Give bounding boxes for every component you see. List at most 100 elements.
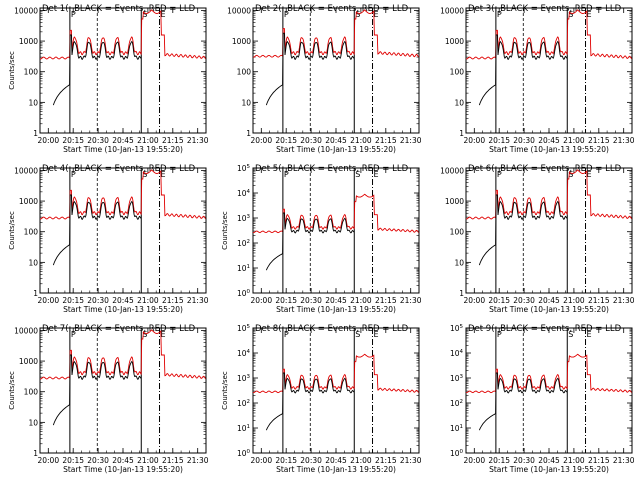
y-tick-label: 10000 (227, 6, 251, 15)
series-lld-line (40, 9, 206, 60)
x-tick-label: 21:30 (613, 296, 635, 305)
marker-label-s: S (142, 170, 147, 179)
x-tick-label: 21:15 (162, 136, 184, 145)
series-events-line (478, 194, 568, 266)
y-tick-label: 103 (450, 374, 464, 383)
x-tick-label: 20:00 (37, 296, 59, 305)
marker-label-p: P (71, 330, 76, 339)
y-tick-label: 1000 (445, 197, 464, 206)
plot-frame (39, 7, 207, 134)
x-tick-label: 21:00 (137, 456, 159, 465)
y-tick-label: 10000 (14, 6, 38, 15)
x-tick-label: 20:00 (463, 456, 485, 465)
x-tick-label: 20:30 (513, 456, 535, 465)
x-axis-label: Start Time (10-Jan-13 19:55:20) (63, 145, 183, 154)
y-tick-label: 100 (237, 449, 251, 458)
panel-title: Det 9(: BLACK = Events, RED = LLD (468, 324, 622, 334)
y-tick-label: 10 (28, 98, 38, 107)
y-tick-label: 10000 (440, 166, 464, 175)
x-axis-label: Start Time (10-Jan-13 19:55:20) (276, 145, 396, 154)
x-tick-label: 21:00 (350, 456, 372, 465)
x-tick-label: 20:15 (275, 296, 297, 305)
x-tick-label: 21:15 (588, 296, 610, 305)
y-axis-label: Counts/sec (221, 371, 229, 410)
x-tick-label: 20:00 (463, 296, 485, 305)
x-tick-label: 20:30 (300, 296, 322, 305)
y-axis-label: Counts/sec (8, 51, 16, 90)
x-tick-label: 21:30 (400, 456, 422, 465)
x-tick-label: 20:00 (37, 456, 59, 465)
x-tick-label: 21:00 (137, 296, 159, 305)
marker-label-s: S (568, 330, 573, 339)
y-tick-label: 100 (237, 289, 251, 298)
panel-title: Det 8(: BLACK = Events, RED = LLD (255, 324, 409, 334)
y-tick-label: 103 (237, 214, 251, 223)
y-tick-label: 10000 (14, 326, 38, 335)
x-tick-label: 20:15 (488, 456, 510, 465)
series-lld-line (253, 9, 419, 58)
x-tick-label: 20:45 (112, 456, 134, 465)
marker-label-s: S (568, 10, 573, 19)
y-tick-label: 100 (450, 449, 464, 458)
y-tick-label: 102 (450, 399, 463, 408)
panel-title: Det 6(: BLACK = Events, RED = LLD (468, 164, 622, 174)
panel-title: Det 5(: BLACK = Events, RED = LLD (255, 164, 409, 174)
x-tick-label: 21:00 (350, 296, 372, 305)
plot-frame (252, 7, 420, 134)
series-events-line (478, 372, 568, 431)
x-tick-label: 21:30 (187, 136, 209, 145)
x-tick-label: 20:45 (325, 296, 347, 305)
y-tick-label: 1 (459, 289, 464, 298)
y-axis-label: Counts/sec (8, 371, 16, 410)
x-tick-label: 21:15 (162, 456, 184, 465)
x-tick-label: 20:30 (513, 296, 535, 305)
x-axis-label: Start Time (10-Jan-13 19:55:20) (489, 145, 609, 154)
x-tick-label: 20:15 (62, 296, 84, 305)
x-axis-label: Start Time (10-Jan-13 19:55:20) (276, 305, 396, 314)
series-events-line (478, 34, 568, 106)
y-tick-label: 1000 (19, 197, 38, 206)
y-tick-label: 1000 (19, 357, 38, 366)
x-tick-label: 21:15 (375, 136, 397, 145)
y-tick-label: 103 (237, 374, 251, 383)
marker-label-e: E (374, 170, 379, 179)
marker-label-p: P (497, 170, 502, 179)
x-tick-label: 21:00 (137, 136, 159, 145)
y-tick-label: 1000 (232, 37, 251, 46)
x-axis-label: Start Time (10-Jan-13 19:55:20) (489, 465, 609, 474)
y-tick-label: 104 (450, 349, 464, 358)
series-events-line (265, 212, 355, 271)
x-tick-label: 21:30 (613, 136, 635, 145)
x-tick-label: 20:15 (62, 456, 84, 465)
y-tick-label: 1 (33, 289, 38, 298)
y-tick-label: 100 (450, 68, 465, 77)
x-tick-label: 20:15 (275, 136, 297, 145)
marker-label-e: E (161, 330, 166, 339)
y-tick-label: 10 (454, 98, 464, 107)
panel-det-1: Det 1(: BLACK = Events, RED = LLD 1 10 100 1… (8, 4, 209, 154)
x-tick-label: 20:15 (488, 136, 510, 145)
y-tick-label: 1 (33, 449, 38, 458)
x-tick-label: 21:00 (563, 456, 585, 465)
y-tick-label: 104 (237, 189, 251, 198)
panel-det-4: Det 4(: BLACK = Events, RED = LLD 1 10 100 1… (8, 164, 209, 314)
x-tick-label: 20:45 (325, 136, 347, 145)
x-tick-label: 21:30 (400, 136, 422, 145)
panel-title: Det 2(: BLACK = Events, RED = LLD (255, 4, 409, 14)
x-axis-label: Start Time (10-Jan-13 19:55:20) (63, 465, 183, 474)
y-tick-label: 100 (24, 68, 39, 77)
x-tick-label: 21:15 (162, 296, 184, 305)
marker-label-e: E (587, 170, 592, 179)
y-tick-label: 102 (237, 399, 250, 408)
marker-label-s: S (355, 330, 360, 339)
x-tick-label: 20:00 (250, 456, 272, 465)
y-tick-label: 105 (237, 324, 251, 333)
panel-det-7: Det 7(: BLACK = Events, RED = LLD 1 10 100 1… (8, 324, 209, 474)
x-tick-label: 20:45 (325, 456, 347, 465)
y-tick-label: 104 (237, 349, 251, 358)
x-tick-label: 21:15 (375, 456, 397, 465)
panel-det-6: Det 6(: BLACK = Events, RED = LLD 1 10 100 1… (440, 164, 635, 314)
x-tick-label: 21:00 (350, 136, 372, 145)
x-tick-label: 21:30 (187, 456, 209, 465)
